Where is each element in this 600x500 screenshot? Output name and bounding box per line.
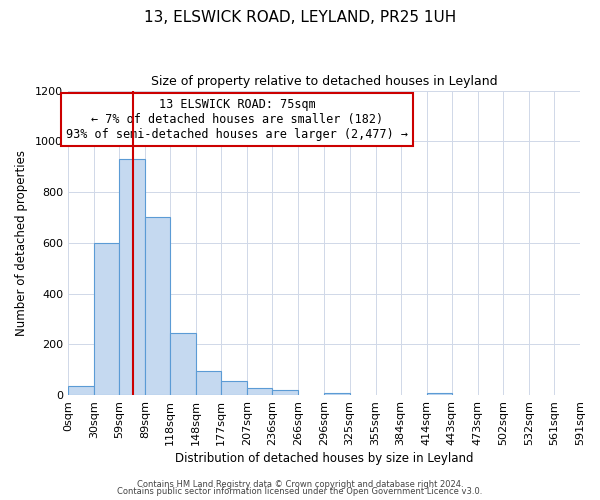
Y-axis label: Number of detached properties: Number of detached properties <box>15 150 28 336</box>
Text: 13, ELSWICK ROAD, LEYLAND, PR25 1UH: 13, ELSWICK ROAD, LEYLAND, PR25 1UH <box>144 10 456 25</box>
X-axis label: Distribution of detached houses by size in Leyland: Distribution of detached houses by size … <box>175 452 473 465</box>
Bar <box>145 218 170 395</box>
Bar <box>119 159 145 395</box>
Bar <box>247 388 272 395</box>
Bar <box>325 392 350 395</box>
Bar <box>221 381 247 395</box>
Bar <box>272 390 298 395</box>
Bar <box>427 392 452 395</box>
Text: Contains public sector information licensed under the Open Government Licence v3: Contains public sector information licen… <box>118 487 482 496</box>
Text: Contains HM Land Registry data © Crown copyright and database right 2024.: Contains HM Land Registry data © Crown c… <box>137 480 463 489</box>
Text: 13 ELSWICK ROAD: 75sqm
← 7% of detached houses are smaller (182)
93% of semi-det: 13 ELSWICK ROAD: 75sqm ← 7% of detached … <box>66 98 408 141</box>
Bar <box>68 386 94 395</box>
Bar <box>94 243 119 395</box>
Bar <box>170 333 196 395</box>
Title: Size of property relative to detached houses in Leyland: Size of property relative to detached ho… <box>151 75 497 88</box>
Bar <box>196 371 221 395</box>
